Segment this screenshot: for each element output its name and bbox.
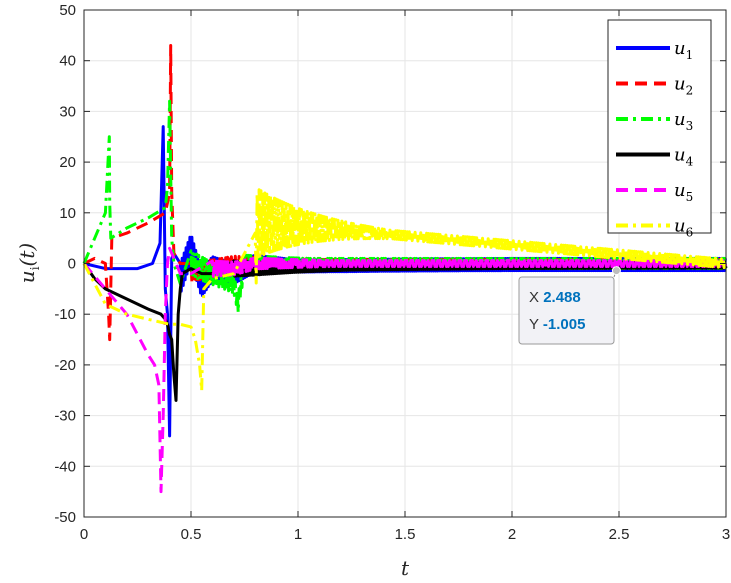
- y-label-main: u: [15, 270, 39, 283]
- series-line-u6: [82, 188, 727, 392]
- datatip-marker[interactable]: [611, 266, 621, 276]
- x-axis-label: t: [401, 556, 410, 580]
- y-tick-label: -40: [54, 458, 76, 475]
- y-tick-label: 30: [59, 103, 76, 120]
- x-tick-label: 2: [508, 526, 516, 543]
- x-tick-label: 0: [80, 526, 88, 543]
- y-label-arg: (t): [15, 243, 39, 267]
- svg-text:ui(t): ui(t): [15, 243, 42, 283]
- y-tick-label: 10: [59, 205, 76, 222]
- axis-ticks: 0 0.5 1 1.5 2 2.5 3 -50 -40 -30 -20 -10 0 10 20 30 40 50: [54, 2, 730, 543]
- y-tick-label: 0: [68, 256, 76, 273]
- x-tick-label: 1: [294, 526, 302, 543]
- legend-label-u6: u6: [674, 216, 693, 240]
- datatip-y: Y -1.005: [529, 316, 585, 333]
- legend-label-u5: u5: [674, 180, 693, 204]
- legend[interactable]: u1 u2 u3 u4 u5 u6: [607, 19, 712, 240]
- y-axis-label: ui(t): [15, 243, 42, 283]
- legend-label-u4: u4: [674, 145, 694, 169]
- legend-label-u1: u1: [674, 38, 693, 62]
- legend-label-u3: u3: [674, 109, 693, 133]
- x-tick-label: 0.5: [181, 526, 202, 543]
- y-tick-label: -50: [54, 509, 76, 526]
- y-tick-label: 50: [59, 2, 76, 19]
- legend-label-u2: u2: [674, 74, 693, 98]
- y-label-sub: i: [28, 266, 42, 270]
- x-tick-label: 2.5: [609, 526, 630, 543]
- datatip-box: [518, 276, 615, 345]
- datatip[interactable]: X 2.488 Y -1.005: [518, 266, 621, 345]
- y-tick-label: -20: [54, 357, 76, 374]
- x-tick-label: 3: [722, 526, 730, 543]
- y-tick-label: -10: [54, 306, 76, 323]
- y-tick-label: 40: [59, 53, 76, 70]
- y-tick-label: -30: [54, 408, 76, 425]
- series-layer: [82, 44, 728, 494]
- x-tick-label: 1.5: [395, 526, 416, 543]
- y-tick-label: 20: [59, 154, 76, 171]
- legend-box: [607, 19, 712, 234]
- datatip-x: X 2.488: [529, 289, 581, 306]
